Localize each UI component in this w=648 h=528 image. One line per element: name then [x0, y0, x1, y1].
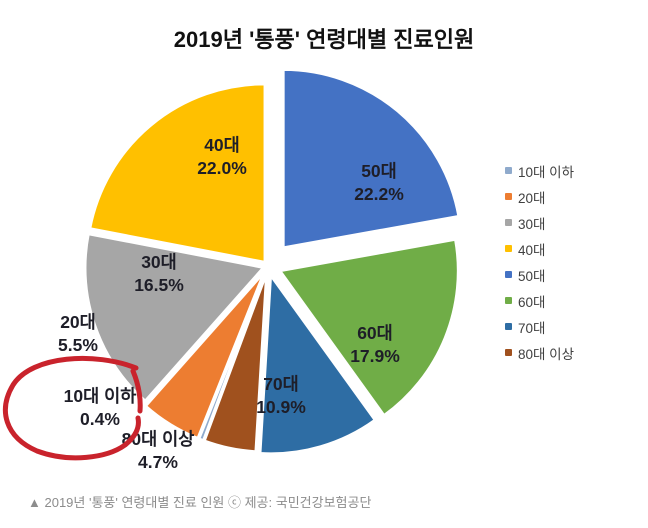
pie-slice-1 [278, 238, 460, 417]
slice-label-5: 20대 5.5% [58, 312, 98, 355]
pie-slices-group [84, 68, 460, 455]
legend-item: 80대 이상 [505, 344, 575, 362]
legend-item: 50대 [505, 266, 574, 284]
legend-label: 50대 [518, 268, 546, 284]
legend-swatch [505, 245, 512, 252]
slice-label-0: 50대 22.2% [354, 161, 404, 204]
pie-slice-6 [84, 232, 265, 403]
slice-label-7: 40대 22.0% [197, 135, 247, 178]
pie-slice-7 [88, 82, 267, 264]
slice-label-2: 70대 10.9% [256, 374, 306, 417]
slice-label-6: 30대 16.5% [134, 252, 184, 295]
legend-item: 70대 [505, 318, 574, 336]
legend-item: 60대 [505, 292, 574, 310]
legend-item: 40대 [505, 240, 574, 258]
slice-label-1: 60대 17.9% [350, 323, 400, 366]
pie-slice-2 [258, 274, 377, 455]
pie-slice-4 [197, 272, 267, 442]
pie-slice-0 [282, 68, 460, 249]
slice-label-3: 80대 이상 4.7% [122, 429, 195, 472]
legend-label: 70대 [518, 320, 546, 336]
pie-slice-3 [203, 272, 268, 453]
legend: 10대 이하 20대 30대 40대 50대 60대 70대 80대 이상 [505, 162, 575, 362]
legend-swatch [505, 193, 512, 200]
legend-item: 20대 [505, 188, 574, 206]
red-circle-annotation-tail [130, 368, 143, 414]
chart-title: 2019년 '통풍' 연령대별 진료인원 [173, 27, 475, 52]
legend-label: 80대 이상 [518, 346, 575, 362]
legend-swatch [505, 219, 512, 226]
legend-label: 60대 [518, 294, 546, 310]
legend-item: 30대 [505, 214, 574, 232]
caption: ▲ 2019년 '통풍' 연령대별 진료 인원 ⓒ 제공: 국민건강보험공단 [28, 495, 372, 510]
red-circle-annotation [3, 355, 141, 461]
legend-swatch [505, 167, 512, 174]
legend-label: 10대 이하 [518, 164, 575, 180]
legend-label: 30대 [518, 216, 546, 232]
legend-swatch [505, 323, 512, 330]
legend-swatch [505, 297, 512, 304]
slice-label-4: 10대 이하 0.4% [64, 386, 137, 429]
legend-item: 10대 이하 [505, 162, 575, 180]
slice-labels-group: 50대 22.2% 60대 17.9% 70대 10.9% 80대 이상 4.7%10대 이하… [58, 135, 404, 472]
pie-slice-5 [144, 271, 266, 440]
legend-swatch [505, 349, 512, 356]
legend-label: 40대 [518, 242, 546, 258]
legend-swatch [505, 271, 512, 278]
legend-label: 20대 [518, 190, 546, 206]
annotation-layer [3, 355, 143, 461]
